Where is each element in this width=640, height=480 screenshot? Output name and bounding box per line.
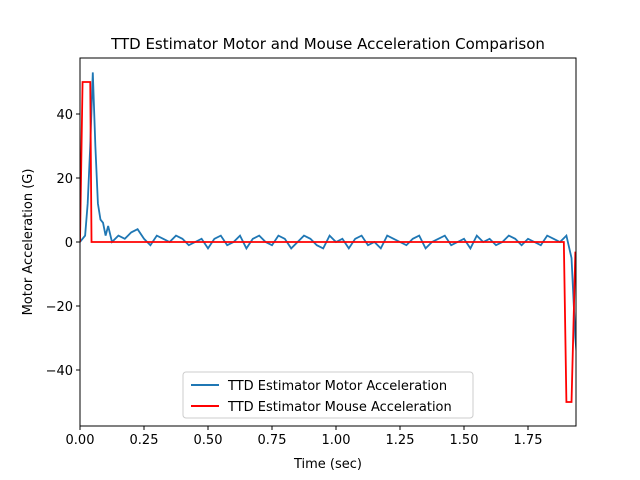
x-tick-label: 0.00 (66, 433, 95, 448)
chart-title: TTD Estimator Motor and Mouse Accelerati… (110, 35, 545, 53)
x-tick-label: 1.25 (386, 433, 415, 448)
x-tick-label: 0.50 (194, 433, 223, 448)
plot-area (80, 72, 576, 403)
series-line (80, 72, 576, 355)
legend: TTD Estimator Motor Acceleration TTD Esti… (182, 371, 474, 419)
x-tick-label: 1.50 (450, 433, 479, 448)
y-tick-label: 0 (65, 236, 73, 251)
x-tick-label: 0.75 (258, 433, 287, 448)
y-tick-label: 20 (56, 172, 73, 187)
series-line (80, 81, 576, 403)
legend-label: TTD Estimator Mouse Acceleration (227, 400, 452, 415)
x-tick-label: 1.00 (322, 433, 351, 448)
legend-box (182, 371, 474, 419)
x-tick-label: 1.75 (514, 433, 543, 448)
x-tick-label: 0.25 (130, 433, 159, 448)
y-tick-label: −20 (46, 300, 73, 315)
y-axis-label: Motor Acceleration (G) (21, 169, 36, 316)
legend-label: TTD Estimator Motor Acceleration (227, 379, 447, 394)
y-tick-label: 40 (56, 108, 73, 123)
x-axis-label: Time (sec) (293, 457, 362, 472)
y-tick-label: −40 (46, 364, 73, 379)
